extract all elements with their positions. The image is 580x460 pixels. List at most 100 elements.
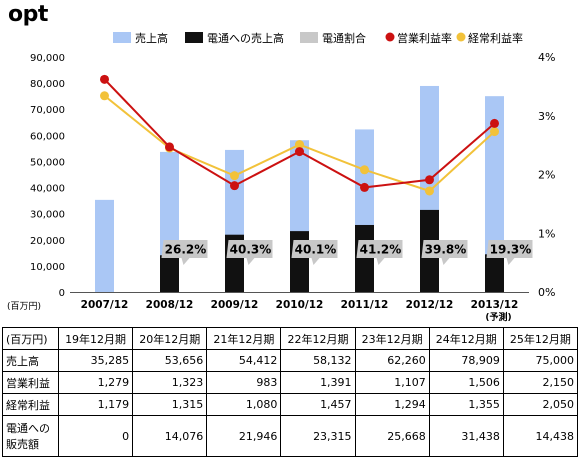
x-tick-label: 2008/12 — [146, 299, 194, 311]
point-ordinary-margin — [100, 91, 109, 101]
ratio-callout-label: 26.2% — [165, 243, 207, 257]
ratio-callout-box — [421, 240, 468, 265]
point-ordinary-margin — [360, 165, 369, 175]
table-cell: 1,391 — [280, 371, 356, 394]
ratio-callout-box — [486, 240, 533, 265]
ratio-callouts: 26.2% 40.3% 40.1% 41.2% 39.8% 19.3% — [161, 240, 533, 265]
table-cell: 21,946 — [206, 415, 282, 457]
x-tick-label: 2009/12 — [211, 299, 259, 311]
table-header-cell: 24年12月期 — [428, 327, 504, 350]
table-cell: 58,132 — [280, 349, 356, 372]
legend-swatch — [300, 32, 318, 43]
table-cell: 983 — [206, 371, 282, 394]
point-operating-margin — [490, 118, 499, 128]
table-cell: 1,107 — [354, 371, 430, 394]
table-row-label: 経常利益 — [2, 393, 59, 416]
ratio-callout-label: 40.3% — [230, 243, 272, 257]
ratio-callout-label: 41.2% — [360, 243, 402, 257]
y-left-tick-label: 0 — [59, 288, 65, 299]
point-ordinary-margin — [490, 127, 499, 137]
y-left-tick-label: 80,000 — [30, 79, 65, 90]
table-cell: 1,179 — [57, 393, 134, 416]
table-row-label: 電通への 販売額 — [2, 415, 59, 457]
bar-dentsu-sales — [355, 224, 374, 292]
financial-table: (百万円) 19年12月期 20年12月期 21年12月期 22年12月期 23年12月期… — [2, 327, 579, 457]
table-cell: 2,150 — [502, 371, 579, 394]
point-operating-margin — [230, 181, 239, 191]
y-left-tick-label: 70,000 — [30, 105, 65, 116]
table-row-label-line: 電通への — [6, 422, 50, 435]
y-right-tick-label: 1% — [538, 227, 555, 240]
table-cell: 1,323 — [132, 371, 208, 394]
ratio-callout-label: 19.3% — [490, 243, 532, 257]
legend-label: 経常利益率 — [468, 31, 523, 45]
y-left-tick-label: 50,000 — [30, 157, 65, 168]
chart-axes: 0 10,000 20,000 30,000 40,000 50,000 60,000 70,… — [7, 51, 555, 323]
x-tick-label: 2010/12 — [276, 299, 324, 311]
y-left-tick-label: 20,000 — [30, 236, 65, 247]
bar-sales — [95, 199, 114, 292]
point-operating-margin — [295, 147, 304, 157]
table-cell: 62,260 — [354, 349, 430, 372]
y-right-tick-label: 3% — [538, 110, 555, 123]
table-cell: 14,438 — [502, 415, 579, 457]
point-operating-margin — [165, 142, 174, 152]
table-row: 営業利益 1,279 1,323 983 1,391 1,107 1,506 2,150 — [2, 371, 579, 394]
table-cell: 23,315 — [280, 415, 356, 457]
legend-swatch — [185, 32, 203, 43]
table-row-label: 売上高 — [2, 349, 59, 372]
point-operating-margin — [360, 182, 369, 192]
table-cell: 1,315 — [132, 393, 208, 416]
y-left-tick-label: 40,000 — [30, 184, 65, 195]
legend-swatch — [113, 32, 131, 43]
y-left-tick-label: 60,000 — [30, 131, 65, 142]
bar-dentsu-sales — [485, 254, 504, 292]
y-left-tick-label: 90,000 — [30, 53, 65, 64]
y-right-tick-label: 2% — [538, 169, 555, 182]
legend-label: 売上高 — [135, 31, 168, 45]
table-cell: 54,412 — [206, 349, 282, 372]
y-left-tick-label: 10,000 — [30, 262, 65, 273]
table-header-cell: 22年12月期 — [280, 327, 356, 350]
x-tick-label: 2012/12 — [406, 299, 454, 311]
table-cell: 1,279 — [57, 371, 134, 394]
table-row: 売上高 35,285 53,656 54,412 58,132 62,260 78,909 7… — [2, 349, 579, 372]
ratio-callout-box — [161, 240, 208, 265]
table-cell: 2,050 — [502, 393, 579, 416]
table-cell: 1,457 — [280, 393, 356, 416]
legend-label: 電通への売上高 — [207, 31, 284, 45]
y-right-tick-label: 4% — [538, 51, 555, 64]
table-cell: 14,076 — [132, 415, 208, 457]
ratio-callout-box — [291, 240, 338, 265]
y-left-tick-label: 30,000 — [30, 210, 65, 221]
table-cell: 31,438 — [428, 415, 504, 457]
table-header-cell: 21年12月期 — [206, 327, 282, 350]
point-ordinary-margin — [230, 171, 239, 181]
table-row-label: 営業利益 — [2, 371, 59, 394]
point-operating-margin — [425, 175, 434, 185]
logo: opt — [8, 2, 48, 27]
table-header-cell: 25年12月期 — [502, 327, 579, 350]
table-row-label-line: 販売額 — [6, 438, 39, 451]
legend-marker — [456, 32, 466, 42]
table-header-row: (百万円) 19年12月期 20年12月期 21年12月期 22年12月期 23年12月期… — [2, 327, 579, 350]
table-header-cell: 19年12月期 — [57, 327, 134, 350]
ratio-callout-box — [226, 240, 273, 265]
y-right-tick-label: 0% — [538, 286, 555, 299]
x-tick-label: 2007/12 — [81, 299, 129, 311]
bar-dentsu-sales — [160, 255, 179, 292]
point-operating-margin — [100, 74, 109, 84]
table-cell: 78,909 — [428, 349, 504, 372]
ratio-callout-label: 39.8% — [425, 243, 467, 257]
x-tick-label: 2011/12 — [341, 299, 389, 311]
chart-legend: 売上高 電通への売上高 電通割合 営業利益率 経常利益率 — [113, 31, 523, 45]
table-cell: 75,000 — [502, 349, 579, 372]
chart-lines — [100, 74, 499, 196]
table-cell: 1,506 — [428, 371, 504, 394]
table-cell: 25,668 — [354, 415, 430, 457]
legend-marker — [385, 32, 395, 42]
point-ordinary-margin — [425, 186, 434, 196]
table-cell: 53,656 — [132, 349, 208, 372]
combo-chart: 売上高 電通への売上高 電通割合 営業利益率 経常利益率 0 10,000 20,000 30… — [7, 31, 555, 323]
table-unit-cell: (百万円) — [2, 327, 59, 350]
